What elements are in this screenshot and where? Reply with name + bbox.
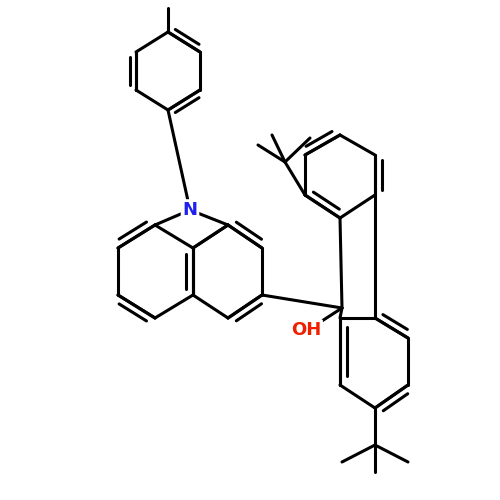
Text: N: N — [182, 201, 198, 219]
Text: OH: OH — [291, 321, 321, 339]
